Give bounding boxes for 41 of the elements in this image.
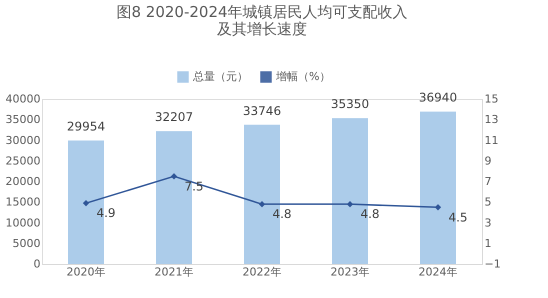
y2-tick-label: 13 [484,113,498,126]
y-tick-label: 20000 [6,175,40,188]
y2-tick-label: 7 [484,175,492,188]
y-tick-label: 30000 [6,134,40,147]
y-tick-label: 15000 [6,196,40,209]
x-tick-label: 2024年 [418,266,458,278]
data-label: 35350 [330,97,370,112]
y-tick-label: 10000 [6,216,40,230]
y2-tick-label: −1 [484,258,501,270]
data-label: 4.8 [360,207,380,222]
data-label: 32207 [154,110,194,124]
data-label: 4.8 [272,207,292,222]
data-label: 29954 [66,119,106,134]
y-tick-label: 25000 [6,154,40,168]
point [170,173,178,180]
data-label: 36940 [418,90,458,105]
data-label: 33746 [242,104,282,118]
point [434,204,442,210]
y2-tick-label: 9 [484,154,492,168]
data-label: 4.9 [96,206,116,220]
x-tick-label: 2020年 [66,266,106,278]
y2-tick-label: 5 [484,196,492,209]
point [346,201,354,208]
legend-label: 总量（元） [192,70,248,83]
legend-label: 增幅（%） [275,70,330,83]
y-tick-label: 5000 [12,236,40,250]
y2-tick-label: 1 [484,236,492,250]
y-tick-label: 0 [34,258,40,270]
chart-title: 图8 2020-2024年城镇居民人均可支配收入及其增长速度 [116,3,408,38]
y-tick-label: 35000 [6,113,40,126]
y2-tick-label: 15 [484,92,498,106]
y-tick-label: 40000 [6,92,40,106]
x-tick-label: 2022年 [242,266,282,278]
data-label: 4.5 [448,210,468,224]
data-label: 7.5 [184,179,204,194]
point [82,200,90,206]
y2-tick-label: 3 [484,216,492,230]
x-tick-label: 2021年 [154,266,194,278]
x-tick-label: 2023年 [330,266,370,278]
point [258,201,266,208]
y2-tick-label: 11 [484,134,498,147]
